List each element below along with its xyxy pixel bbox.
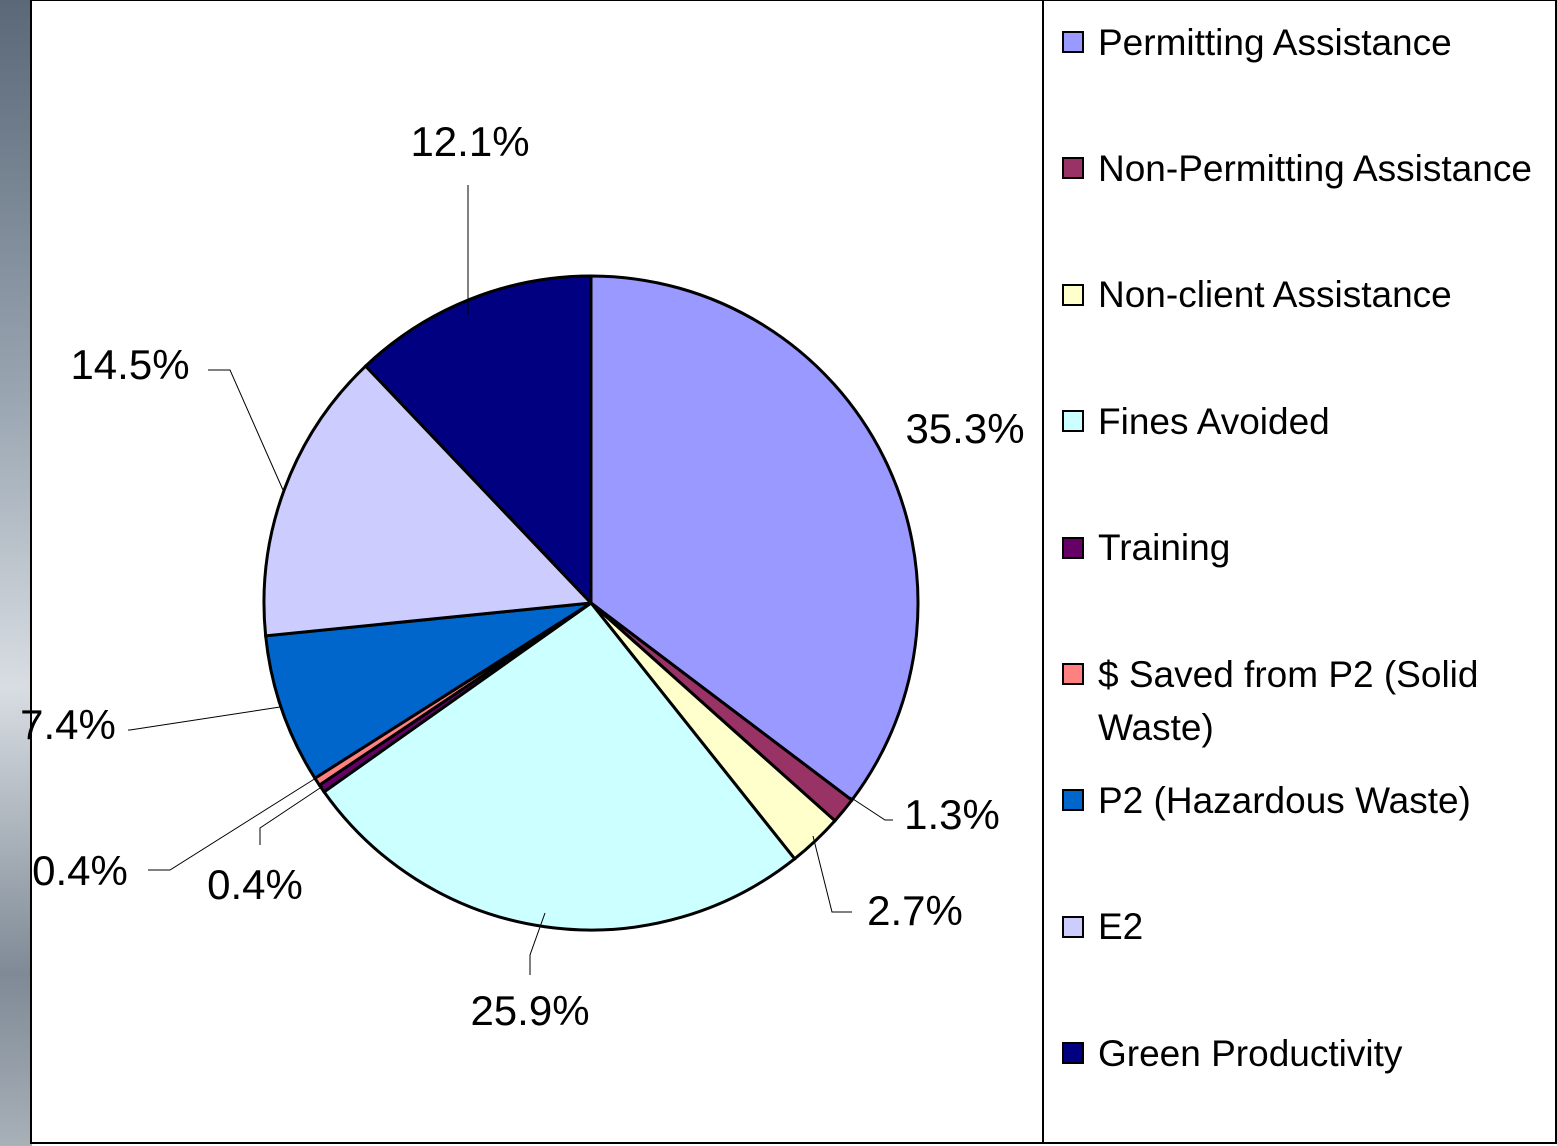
legend-swatch bbox=[1062, 663, 1084, 685]
legend-label: Green Productivity bbox=[1098, 1027, 1548, 1080]
data-label: 25.9% bbox=[470, 987, 589, 1034]
data-label: 12.1% bbox=[410, 118, 529, 165]
legend-swatch bbox=[1062, 31, 1084, 53]
data-label: 7.4% bbox=[20, 701, 116, 748]
legend-swatch bbox=[1062, 537, 1084, 559]
legend-label: $ Saved from P2 (Solid Waste) bbox=[1098, 648, 1548, 754]
legend-label: E2 bbox=[1098, 900, 1548, 953]
legend-label: Non-client Assistance bbox=[1098, 268, 1548, 321]
legend-swatch bbox=[1062, 789, 1084, 811]
data-label: 1.3% bbox=[904, 791, 1000, 838]
legend-label: Non-Permitting Assistance bbox=[1098, 142, 1548, 195]
legend-swatch bbox=[1062, 1042, 1084, 1064]
data-label: 0.4% bbox=[207, 861, 303, 908]
data-label: 35.3% bbox=[905, 405, 1024, 452]
legend-swatch bbox=[1062, 157, 1084, 179]
data-label: 14.5% bbox=[70, 341, 189, 388]
data-label: 2.7% bbox=[867, 887, 963, 934]
legend-label: Fines Avoided bbox=[1098, 395, 1548, 448]
legend-swatch bbox=[1062, 410, 1084, 432]
legend-label: Permitting Assistance bbox=[1098, 16, 1548, 69]
legend-label: Training bbox=[1098, 521, 1548, 574]
background-strip bbox=[0, 0, 32, 1146]
legend-swatch bbox=[1062, 284, 1084, 306]
legend-label: P2 (Hazardous Waste) bbox=[1098, 774, 1548, 827]
page: 35.3% 1.3% 2.7% 25.9% 0.4% 0.4% 7.4% 14.5% 12.1%… bbox=[0, 0, 1557, 1146]
legend-swatch bbox=[1062, 916, 1084, 938]
data-label: 0.4% bbox=[32, 847, 128, 894]
